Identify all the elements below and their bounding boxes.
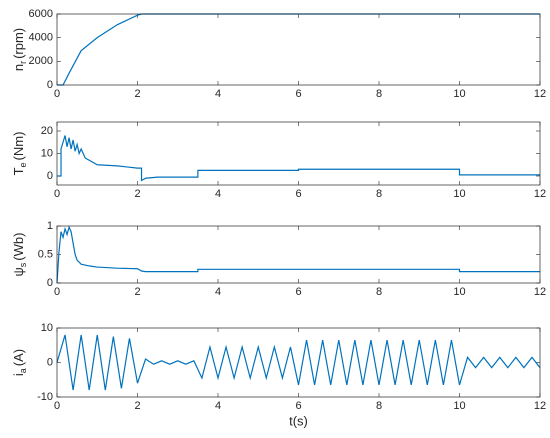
x-tick-label: 10 (453, 400, 465, 412)
x-tick-label: 4 (215, 88, 221, 100)
x-tick-label: 10 (453, 88, 465, 100)
x-tick-label: 2 (134, 400, 140, 412)
y-axis-label: nr (rpm) (11, 28, 28, 71)
x-tick-label: 6 (295, 88, 301, 100)
axes-box (56, 121, 541, 186)
y-tick-label: 0 (47, 79, 53, 91)
y-tick-label: 0 (47, 170, 53, 182)
axes-box (56, 327, 541, 398)
y-axis-label: ia (A) (11, 349, 28, 376)
x-tick-label: 12 (534, 188, 546, 200)
y-tick-label: 10 (41, 322, 53, 334)
x-tick-label: 12 (534, 400, 546, 412)
data-line (57, 135, 540, 182)
x-tick-label: 4 (215, 188, 221, 200)
y-tick-label: 1 (47, 220, 53, 232)
data-line (57, 13, 540, 86)
y-label-symbol: n (11, 64, 26, 71)
y-tick-label: 4000 (29, 32, 53, 44)
y-tick-label: -10 (37, 391, 53, 403)
x-tick-label: 12 (534, 286, 546, 298)
x-tick-label: 4 (215, 286, 221, 298)
x-tick-label: 0 (54, 188, 60, 200)
x-axis-label: t(s) (289, 413, 308, 428)
y-tick-label: 0.5 (38, 248, 53, 260)
y-tick-label: 20 (41, 125, 53, 137)
x-tick-label: 0 (54, 88, 60, 100)
y-label-symbol: T (11, 167, 26, 175)
axes-box (56, 13, 541, 86)
x-tick-label: 2 (134, 286, 140, 298)
x-tick-label: 8 (376, 400, 382, 412)
y-label-subscript: s (18, 262, 28, 267)
data-line (56, 334, 541, 391)
axes-box (56, 225, 541, 284)
y-label-unit: (Wb) (11, 233, 26, 261)
y-axis-label: ψs(Wb) (11, 233, 28, 277)
x-tick-label: 12 (534, 88, 546, 100)
y-tick-label: 0 (47, 356, 53, 368)
x-tick-label: 8 (376, 188, 382, 200)
y-label-subscript: r (18, 61, 28, 64)
y-label-unit: (rpm) (11, 28, 26, 59)
y-tick-label: 10 (41, 147, 53, 159)
x-tick-label: 6 (295, 286, 301, 298)
y-axis-label: Te(Nm) (11, 132, 28, 176)
x-tick-label: 10 (453, 286, 465, 298)
x-tick-label: 0 (54, 286, 60, 298)
x-tick-label: 10 (453, 188, 465, 200)
x-tick-label: 0 (54, 400, 60, 412)
y-tick-label: 6000 (29, 8, 53, 20)
x-tick-label: 8 (376, 88, 382, 100)
y-tick-label: 0 (47, 277, 53, 289)
y-label-unit: (Nm) (11, 132, 26, 161)
x-tick-label: 2 (134, 188, 140, 200)
y-label-symbol: i (11, 373, 26, 376)
data-line (56, 225, 540, 284)
x-tick-label: 4 (215, 400, 221, 412)
x-tick-label: 2 (134, 88, 140, 100)
y-label-subscript: a (18, 368, 28, 373)
y-label-subscript: e (18, 162, 28, 167)
y-label-symbol: ψ (11, 267, 26, 276)
y-tick-label: 2000 (29, 55, 53, 67)
x-tick-label: 6 (295, 400, 301, 412)
x-tick-label: 8 (376, 286, 382, 298)
y-label-unit: (A) (11, 349, 26, 366)
x-tick-label: 6 (295, 188, 301, 200)
